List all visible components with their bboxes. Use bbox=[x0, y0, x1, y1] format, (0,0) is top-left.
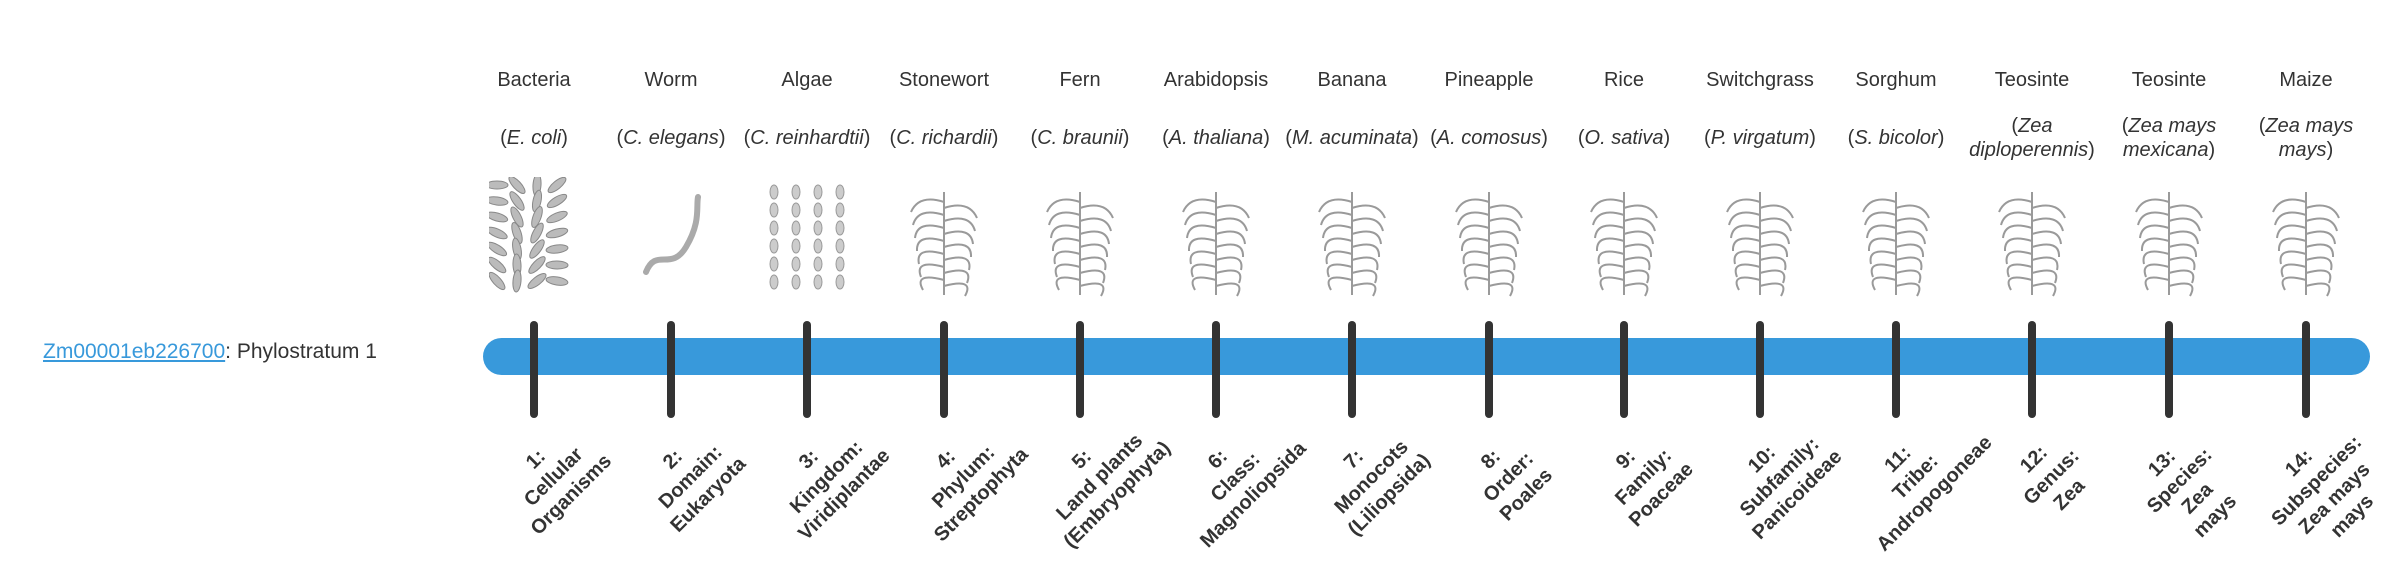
organism-common-name: Teosinte bbox=[1994, 69, 2070, 91]
pineapple-icon bbox=[1455, 192, 1523, 297]
stratum-tick bbox=[1892, 321, 1900, 418]
species-italic: C. richardii bbox=[896, 127, 992, 149]
organism-common-name: Sorghum bbox=[1855, 69, 1937, 91]
organism-species-name: (Zea diploperennis) bbox=[1969, 115, 2095, 161]
arabidopsis-icon bbox=[1182, 192, 1250, 297]
organism-common-name: Worm bbox=[644, 69, 698, 91]
stratum-tick bbox=[2165, 321, 2173, 418]
stratum-tick bbox=[2302, 321, 2310, 418]
organism-species-name: (A. comosus) bbox=[1430, 127, 1548, 149]
stratum-rank-label: 9: Family: Poaceae bbox=[1564, 398, 1723, 557]
organism-common-name: Fern bbox=[1059, 69, 1101, 91]
organism-species-name: (C. richardii) bbox=[889, 127, 999, 149]
species-italic: S. bicolor bbox=[1854, 127, 1938, 149]
teosinte-icon bbox=[2135, 192, 2203, 297]
stratum-tick bbox=[1485, 321, 1493, 418]
stratum-rank-label: 14: Subspecies: Zea mays mays bbox=[2238, 402, 2400, 579]
stratum-rank-label: 3: Kingdom: Viridiplantae bbox=[747, 398, 906, 557]
stratum-rank-label: 11: Tribe: Andropogoneae bbox=[1836, 398, 1997, 557]
fern-icon bbox=[1046, 192, 1114, 297]
organism-species-name: (C. braunii) bbox=[1030, 127, 1130, 149]
organism-common-name: Rice bbox=[1603, 69, 1644, 91]
species-italic: P. virgatum bbox=[1710, 127, 1810, 149]
stratum-rank-label: 8: Order: Poales bbox=[1429, 398, 1588, 557]
stratum-tick bbox=[940, 321, 948, 418]
switchgrass-icon bbox=[1726, 192, 1794, 297]
stonewort-icon bbox=[910, 192, 978, 297]
species-italic: O. sativa bbox=[1584, 127, 1664, 149]
bacteria-icon bbox=[489, 177, 569, 293]
organism-common-name: Bacteria bbox=[497, 69, 571, 91]
worm-icon bbox=[643, 194, 701, 275]
species-italic: Zea mays mays bbox=[2265, 115, 2354, 161]
organism-species-name: (E. coli) bbox=[500, 127, 568, 149]
species-italic: C. reinhardtii bbox=[750, 127, 864, 149]
rice-icon bbox=[1590, 192, 1658, 297]
species-italic: Zea mays mexicana bbox=[2122, 115, 2217, 161]
organism-common-name: Maize bbox=[2279, 69, 2333, 91]
stratum-tick bbox=[1620, 321, 1628, 418]
banana-icon bbox=[1318, 192, 1386, 297]
organism-common-name: Algae bbox=[781, 69, 833, 91]
stratum-rank-label: 1: Cellular Organisms bbox=[474, 398, 633, 557]
stratum-tick bbox=[1756, 321, 1764, 418]
organism-species-name: (P. virgatum) bbox=[1704, 127, 1816, 149]
organism-species-name: (Zea mays mexicana) bbox=[2121, 115, 2217, 161]
stratum-rank-label: 5: Land plants (Embryophyta) bbox=[1020, 398, 1179, 557]
stratum-tick bbox=[803, 321, 811, 418]
stratum-rank-label: 4: Phylum: Streptophyta bbox=[884, 398, 1043, 557]
stratum-rank-label: 13: Species: Zea mays bbox=[2101, 402, 2278, 579]
stratum-tick bbox=[667, 321, 675, 418]
algae-icon bbox=[769, 184, 845, 290]
gene-label: Zm00001eb226700: Phylostratum 1 bbox=[43, 340, 377, 364]
gene-link[interactable]: Zm00001eb226700 bbox=[43, 340, 226, 363]
maize-icon bbox=[2272, 192, 2340, 297]
stratum-rank-label: 10: Subfamily: Panicoideae bbox=[1700, 398, 1859, 557]
stratum-rank-label: 7: Monocots (Liliopsida) bbox=[1292, 398, 1451, 557]
organism-common-name: Teosinte bbox=[2131, 69, 2207, 91]
organism-common-name: Switchgrass bbox=[1706, 69, 1814, 91]
stratum-tick bbox=[1348, 321, 1356, 418]
species-italic: Zea diploperennis bbox=[1969, 115, 2089, 161]
organism-species-name: (A. thaliana) bbox=[1162, 127, 1270, 149]
stratum-rank-label: 6: Class: Magnoliopsida bbox=[1156, 398, 1315, 557]
stratum-tick bbox=[2028, 321, 2036, 418]
species-italic: E. coli bbox=[506, 127, 562, 149]
organism-common-name: Stonewort bbox=[898, 69, 990, 91]
phylostratum-text: : Phylostratum 1 bbox=[225, 340, 377, 363]
species-italic: A. comosus bbox=[1436, 127, 1542, 149]
stratum-tick bbox=[1076, 321, 1084, 418]
organism-species-name: (M. acuminata) bbox=[1285, 127, 1419, 149]
organism-species-name: (C. reinhardtii) bbox=[743, 127, 871, 149]
teosinte-icon bbox=[1998, 192, 2066, 297]
organism-common-name: Arabidopsis bbox=[1163, 69, 1269, 91]
organism-species-name: (C. elegans) bbox=[616, 127, 726, 149]
phylostrata-bar bbox=[483, 338, 2370, 375]
species-italic: A. thaliana bbox=[1168, 127, 1264, 149]
organism-species-name: (O. sativa) bbox=[1577, 127, 1671, 149]
stratum-tick bbox=[1212, 321, 1220, 418]
species-italic: C. braunii bbox=[1037, 127, 1123, 149]
stratum-rank-label: 2: Domain: Eukaryota bbox=[611, 398, 770, 557]
species-italic: M. acuminata bbox=[1291, 127, 1413, 149]
organism-species-name: (Zea mays mays) bbox=[2258, 115, 2354, 161]
sorghum-icon bbox=[1862, 192, 1930, 297]
organism-common-name: Banana bbox=[1317, 69, 1387, 91]
organism-common-name: Pineapple bbox=[1444, 69, 1534, 91]
organism-species-name: (S. bicolor) bbox=[1847, 127, 1945, 149]
species-italic: C. elegans bbox=[623, 127, 719, 149]
stratum-rank-label: 12: Genus: Zea bbox=[1972, 398, 2131, 557]
stratum-tick bbox=[530, 321, 538, 418]
